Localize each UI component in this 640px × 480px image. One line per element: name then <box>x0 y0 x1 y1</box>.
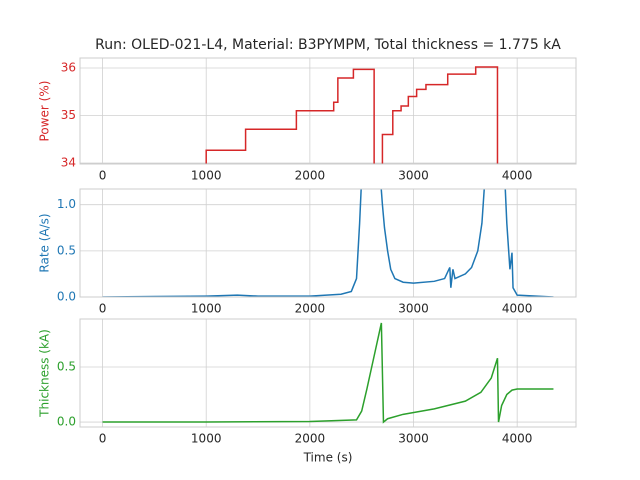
x-tick-label: 4000 <box>502 432 533 446</box>
x-tick-label: 0 <box>99 432 107 446</box>
data-line <box>102 322 554 424</box>
x-tick-label: 0 <box>99 302 107 316</box>
chart-title: Run: OLED-021-L4, Material: B3PYMPM, Tot… <box>95 37 561 53</box>
y-tick-label: 35 <box>61 108 76 122</box>
y-axis-label: Rate (A/s) <box>38 213 52 272</box>
plot-area <box>80 189 576 297</box>
data-line <box>205 66 499 164</box>
x-tick-label: 3000 <box>398 302 429 316</box>
y-tick-label: 1.0 <box>57 197 76 211</box>
y-tick-label: 0.5 <box>57 243 76 257</box>
plot-area <box>80 319 576 427</box>
y-tick-label: 0.0 <box>57 290 76 304</box>
x-tick-label: 2000 <box>295 169 326 183</box>
frame <box>79 318 577 428</box>
x-tick-label: 2000 <box>295 302 326 316</box>
x-tick-label: 3000 <box>398 169 429 183</box>
x-tick-label: 3000 <box>398 432 429 446</box>
x-tick-label: 4000 <box>502 169 533 183</box>
frame <box>79 188 577 298</box>
x-tick-label: 1000 <box>191 302 222 316</box>
frame <box>79 57 577 165</box>
y-tick-label: 36 <box>61 60 76 74</box>
y-tick-label: 0.5 <box>57 360 76 374</box>
x-tick-label: 2000 <box>295 432 326 446</box>
x-tick-label: 1000 <box>191 169 222 183</box>
x-tick-label: 4000 <box>502 302 533 316</box>
y-tick-label: 0.0 <box>57 415 76 429</box>
x-tick-label: 1000 <box>191 432 222 446</box>
data-line <box>102 189 554 297</box>
y-axis-label: Thickness (kA) <box>38 329 52 418</box>
y-axis-label: Power (%) <box>38 81 52 142</box>
y-tick-label: 34 <box>61 156 76 170</box>
x-axis-label: Time (s) <box>303 451 353 465</box>
x-tick-label: 0 <box>99 169 107 183</box>
